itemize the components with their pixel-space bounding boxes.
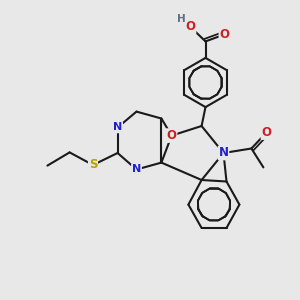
Text: N: N: [132, 164, 141, 175]
Text: S: S: [89, 158, 97, 172]
Text: O: O: [185, 20, 196, 34]
Text: O: O: [219, 28, 230, 41]
Text: N: N: [218, 146, 229, 160]
Text: O: O: [261, 126, 272, 139]
Text: H: H: [177, 14, 186, 25]
Text: N: N: [113, 122, 122, 133]
Text: O: O: [167, 129, 177, 142]
